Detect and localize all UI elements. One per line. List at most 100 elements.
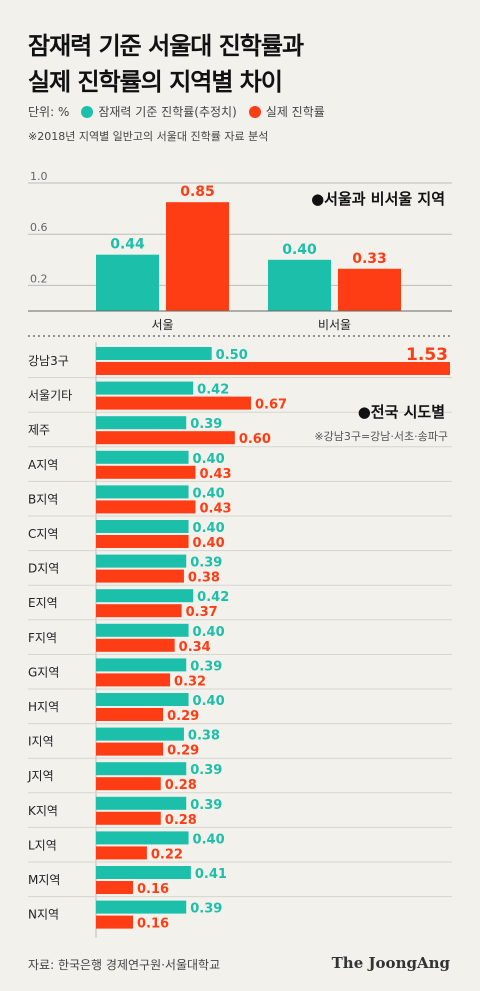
bar-potential bbox=[96, 866, 191, 879]
subchart-title: ●서울과 비서울 지역 bbox=[311, 190, 445, 208]
bar-actual bbox=[96, 362, 450, 375]
data-label: 0.67 bbox=[255, 398, 287, 413]
region-label: L지역 bbox=[28, 838, 57, 852]
bar-potential bbox=[96, 554, 187, 568]
bar-potential bbox=[96, 796, 187, 810]
bar-potential bbox=[96, 485, 189, 499]
brand-logo: The JoongAng bbox=[331, 954, 450, 972]
data-label: 0.29 bbox=[167, 709, 199, 724]
data-label: 0.40 bbox=[193, 832, 225, 847]
unit-label: 단위: % bbox=[28, 105, 70, 119]
data-label: 0.28 bbox=[165, 778, 197, 793]
bar-potential bbox=[96, 520, 189, 533]
data-label: 0.40 bbox=[193, 536, 225, 551]
bar-potential bbox=[96, 589, 194, 603]
bar-actual bbox=[96, 604, 182, 618]
bar-actual bbox=[96, 465, 196, 479]
data-label: 0.60 bbox=[239, 432, 271, 447]
region-label: I지역 bbox=[28, 735, 54, 749]
data-label: 0.42 bbox=[197, 383, 229, 398]
y-tick-label: 0.6 bbox=[30, 221, 48, 234]
y-tick-label: 1.0 bbox=[30, 170, 48, 183]
region-label: D지역 bbox=[28, 562, 59, 576]
legend-label-actual: 실제 진학률 bbox=[265, 105, 325, 119]
y-tick-label: 0.2 bbox=[30, 272, 48, 285]
title-line-2: 실제 진학률의 지역별 차이 bbox=[28, 68, 283, 96]
data-label: 1.53 bbox=[406, 345, 448, 365]
bar-actual bbox=[96, 500, 196, 514]
legend-swatch-potential bbox=[81, 105, 94, 118]
bar-potential bbox=[96, 658, 187, 672]
bar-actual bbox=[96, 569, 184, 583]
data-label: 0.40 bbox=[193, 521, 225, 536]
bar-potential bbox=[268, 259, 331, 311]
data-label: 0.39 bbox=[190, 659, 222, 674]
data-label: 0.29 bbox=[167, 744, 199, 759]
data-label: 0.44 bbox=[110, 237, 145, 253]
bar-actual bbox=[96, 638, 175, 652]
data-label: 0.43 bbox=[199, 467, 231, 482]
bar-actual bbox=[96, 777, 161, 791]
category-label: 비서울 bbox=[318, 318, 351, 332]
region-label: 서울기타 bbox=[28, 389, 72, 403]
region-annotation: ※강남3구=강남·서초·송파구 bbox=[314, 430, 448, 443]
bar-actual bbox=[96, 431, 235, 445]
data-label: 0.39 bbox=[190, 902, 222, 917]
bar-potential bbox=[96, 900, 187, 914]
region-label: H지역 bbox=[28, 700, 59, 714]
bar-potential bbox=[96, 623, 189, 637]
region-label: G지역 bbox=[28, 665, 59, 679]
bar-potential bbox=[96, 831, 189, 845]
bar-potential bbox=[96, 450, 189, 464]
data-label: 0.38 bbox=[188, 729, 220, 744]
data-label: 0.43 bbox=[199, 501, 231, 516]
bar-actual bbox=[166, 202, 229, 311]
data-label: 0.42 bbox=[197, 590, 229, 605]
data-label: 0.85 bbox=[180, 184, 215, 200]
region-label: 강남3구 bbox=[28, 354, 69, 368]
bar-actual bbox=[96, 535, 189, 548]
data-label: 0.38 bbox=[188, 571, 220, 586]
data-label: 0.50 bbox=[216, 348, 248, 363]
region-label: F지역 bbox=[28, 631, 57, 645]
bar-potential bbox=[96, 727, 184, 741]
data-note: ※2018년 지역별 일반고의 서울대 진학률 자료 분석 bbox=[28, 130, 269, 143]
region-label: B지역 bbox=[28, 492, 58, 506]
bar-potential bbox=[96, 254, 159, 311]
bar-actual bbox=[96, 846, 147, 860]
data-label: 0.39 bbox=[190, 763, 222, 778]
bar-actual bbox=[96, 811, 161, 825]
legend: 단위: % 잠재력 기준 진학률(추정치) 실제 진학률 bbox=[28, 103, 325, 120]
region-label: J지역 bbox=[27, 769, 54, 783]
bar-actual bbox=[96, 915, 134, 929]
data-label: 0.34 bbox=[179, 640, 211, 655]
bar-actual bbox=[96, 881, 134, 894]
bar-actual bbox=[338, 268, 401, 311]
data-label: 0.32 bbox=[174, 674, 206, 689]
region-label: C지역 bbox=[28, 527, 58, 541]
bar-potential bbox=[96, 347, 212, 360]
source-note: 자료: 한국은행 경제연구원·서울대학교 bbox=[28, 958, 221, 972]
bar-potential bbox=[96, 381, 194, 395]
data-label: 0.40 bbox=[193, 486, 225, 501]
chart-title: 잠재력 기준 서울대 진학률과 실제 진학률의 지역별 차이 bbox=[28, 28, 304, 100]
data-label: 0.28 bbox=[165, 813, 197, 828]
data-label: 0.16 bbox=[137, 917, 169, 932]
region-label: 제주 bbox=[28, 423, 50, 437]
subchart-title: ●전국 시도별 bbox=[358, 403, 445, 421]
data-label: 0.40 bbox=[193, 625, 225, 640]
bar-actual bbox=[96, 742, 164, 756]
region-label: K지역 bbox=[28, 804, 58, 818]
region-label: A지역 bbox=[28, 458, 58, 472]
data-label: 0.41 bbox=[195, 867, 227, 882]
legend-swatch-actual bbox=[248, 105, 261, 118]
data-label: 0.39 bbox=[190, 556, 222, 571]
data-label: 0.33 bbox=[352, 251, 387, 267]
bar-potential bbox=[96, 762, 187, 776]
data-label: 0.40 bbox=[193, 452, 225, 467]
data-label: 0.22 bbox=[151, 847, 183, 862]
bar-actual bbox=[96, 673, 171, 687]
category-label: 서울 bbox=[151, 318, 173, 332]
region-label: E지역 bbox=[28, 596, 58, 610]
